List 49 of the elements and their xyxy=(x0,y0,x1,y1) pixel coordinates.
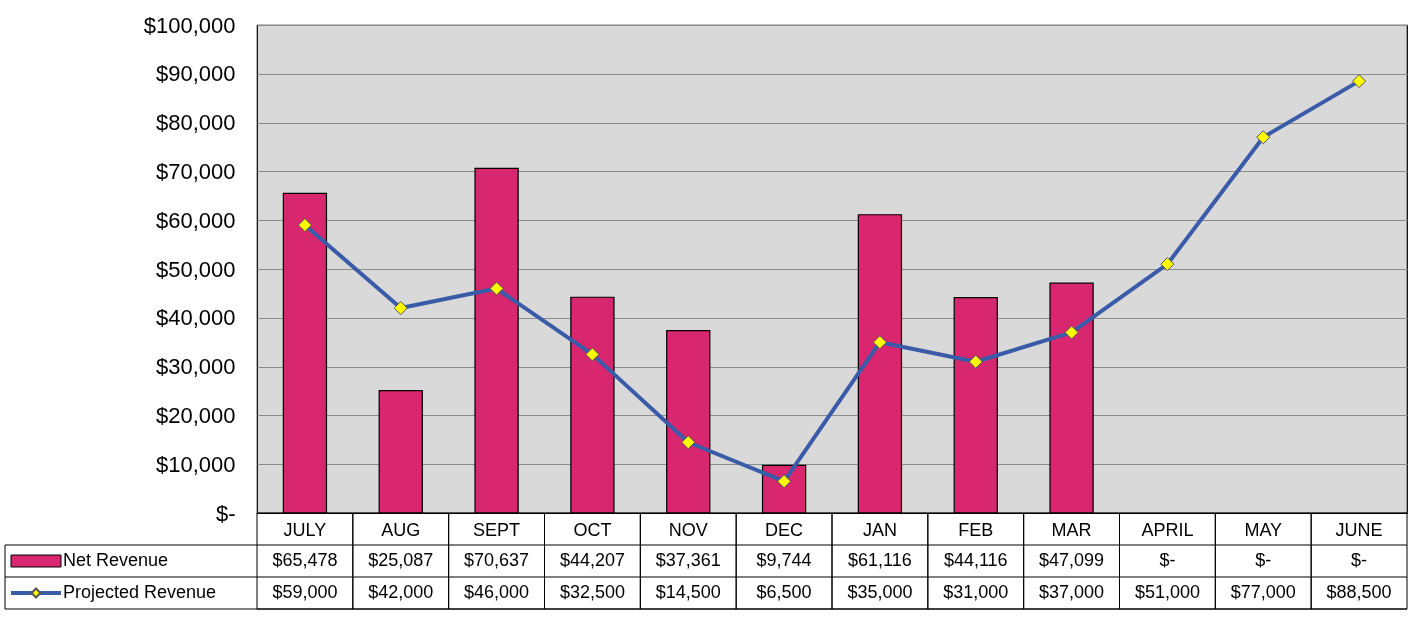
text: $- xyxy=(1255,550,1272,570)
data-label: $59,000 xyxy=(272,582,338,602)
y-tick-label: $20,000 xyxy=(155,402,236,428)
x-tick-label: DEC xyxy=(765,519,804,540)
y-tick-label: $50,000 xyxy=(155,256,236,282)
data-label: $9,744 xyxy=(756,550,812,570)
y-tick-label: $30,000 xyxy=(155,354,236,380)
data-label: $35,000 xyxy=(847,582,913,602)
data-label: $32,500 xyxy=(559,582,625,602)
legend-label: Net Revenue xyxy=(63,550,169,570)
x-tick-label: JAN xyxy=(862,519,897,540)
data-label: $65,478 xyxy=(272,550,338,570)
text: $- xyxy=(1351,550,1368,570)
x-tick-label: AUG xyxy=(381,519,421,540)
data-label: $6,500 xyxy=(756,582,812,602)
data-label: $70,637 xyxy=(464,550,530,570)
x-tick-label: JULY xyxy=(283,519,327,540)
y-tick-label: $90,000 xyxy=(155,61,236,87)
data-label: $25,087 xyxy=(368,550,434,570)
data-label: $51,000 xyxy=(1134,582,1200,602)
y-tick-label: $70,000 xyxy=(155,158,236,184)
data-label: $77,000 xyxy=(1230,582,1296,602)
data-label: $14,500 xyxy=(655,582,721,602)
y-tick-label: $80,000 xyxy=(155,110,236,136)
x-tick-label: JUNE xyxy=(1335,519,1383,540)
y-tick-label: $- xyxy=(215,500,236,526)
text: $- xyxy=(1159,550,1176,570)
y-tick-label: $60,000 xyxy=(155,207,236,233)
data-label: $88,500 xyxy=(1326,582,1392,602)
x-tick-label: APRIL xyxy=(1141,519,1194,540)
data-label: $42,000 xyxy=(368,582,434,602)
x-tick-label: NOV xyxy=(668,519,708,540)
data-label: $37,361 xyxy=(655,550,721,570)
data-label: $61,116 xyxy=(848,550,912,570)
data-label: $44,207 xyxy=(559,550,625,570)
data-label: $31,000 xyxy=(943,582,1009,602)
x-tick-label: SEPT xyxy=(473,519,521,540)
y-tick-label: $100,000 xyxy=(143,12,236,38)
x-tick-label: MAR xyxy=(1051,519,1092,540)
data-label: $47,099 xyxy=(1039,550,1105,570)
x-tick-label: OCT xyxy=(573,519,612,540)
y-tick-label: $40,000 xyxy=(155,305,236,331)
data-label: $37,000 xyxy=(1039,582,1105,602)
x-tick-label: FEB xyxy=(958,519,994,540)
legend-label: Projected Revenue xyxy=(63,582,217,602)
data-label: $44,116 xyxy=(943,550,1008,570)
x-tick-label: MAY xyxy=(1244,519,1283,540)
data-label: $46,000 xyxy=(464,582,530,602)
y-tick-label: $10,000 xyxy=(155,451,236,477)
